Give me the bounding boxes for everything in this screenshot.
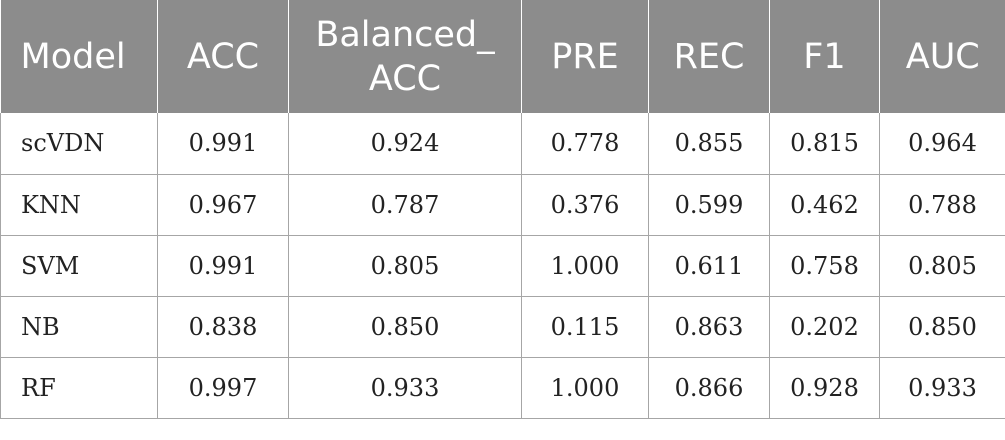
- cell-f1: 0.928: [769, 357, 880, 419]
- cell-acc: 0.997: [157, 357, 289, 419]
- cell-rec: 0.599: [648, 174, 770, 236]
- table-header: Model ACC Balanced_ ACC PRE REC F1 AUC: [0, 0, 1005, 113]
- cell-f1: 0.462: [769, 174, 880, 236]
- header-auc: AUC: [879, 0, 1005, 113]
- table-row: NB 0.838 0.850 0.115 0.863 0.202 0.850: [0, 296, 1005, 358]
- cell-auc: 0.933: [879, 357, 1005, 419]
- cell-balanced-acc: 0.933: [288, 357, 522, 419]
- cell-balanced-acc: 0.787: [288, 174, 522, 236]
- cell-rec: 0.866: [648, 357, 770, 419]
- cell-model: RF: [0, 357, 158, 419]
- cell-acc: 0.991: [157, 235, 289, 297]
- header-balanced-acc: Balanced_ ACC: [288, 0, 522, 113]
- cell-auc: 0.850: [879, 296, 1005, 358]
- table-row: SVM 0.991 0.805 1.000 0.611 0.758 0.805: [0, 235, 1005, 297]
- header-acc: ACC: [157, 0, 289, 113]
- cell-model: KNN: [0, 174, 158, 236]
- header-row: Model ACC Balanced_ ACC PRE REC F1 AUC: [0, 0, 1005, 113]
- cell-auc: 0.788: [879, 174, 1005, 236]
- header-rec: REC: [648, 0, 770, 113]
- cell-f1: 0.815: [769, 113, 880, 175]
- table-row: KNN 0.967 0.787 0.376 0.599 0.462 0.788: [0, 174, 1005, 236]
- cell-rec: 0.611: [648, 235, 770, 297]
- cell-acc: 0.991: [157, 113, 289, 175]
- results-table: Model ACC Balanced_ ACC PRE REC F1 AUC s…: [0, 0, 1005, 419]
- cell-f1: 0.758: [769, 235, 880, 297]
- table-row: RF 0.997 0.933 1.000 0.866 0.928 0.933: [0, 357, 1005, 419]
- cell-balanced-acc: 0.850: [288, 296, 522, 358]
- cell-pre: 1.000: [521, 235, 649, 297]
- cell-balanced-acc: 0.924: [288, 113, 522, 175]
- header-pre: PRE: [521, 0, 649, 113]
- cell-balanced-acc: 0.805: [288, 235, 522, 297]
- cell-model: SVM: [0, 235, 158, 297]
- cell-model: NB: [0, 296, 158, 358]
- cell-pre: 0.115: [521, 296, 649, 358]
- cell-rec: 0.855: [648, 113, 770, 175]
- cell-pre: 1.000: [521, 357, 649, 419]
- cell-auc: 0.964: [879, 113, 1005, 175]
- cell-pre: 0.778: [521, 113, 649, 175]
- header-model: Model: [0, 0, 158, 113]
- cell-f1: 0.202: [769, 296, 880, 358]
- cell-acc: 0.838: [157, 296, 289, 358]
- table-body: scVDN 0.991 0.924 0.778 0.855 0.815 0.96…: [0, 113, 1005, 419]
- cell-rec: 0.863: [648, 296, 770, 358]
- header-f1: F1: [769, 0, 880, 113]
- table-row: scVDN 0.991 0.924 0.778 0.855 0.815 0.96…: [0, 113, 1005, 175]
- cell-model: scVDN: [0, 113, 158, 175]
- cell-auc: 0.805: [879, 235, 1005, 297]
- cell-acc: 0.967: [157, 174, 289, 236]
- cell-pre: 0.376: [521, 174, 649, 236]
